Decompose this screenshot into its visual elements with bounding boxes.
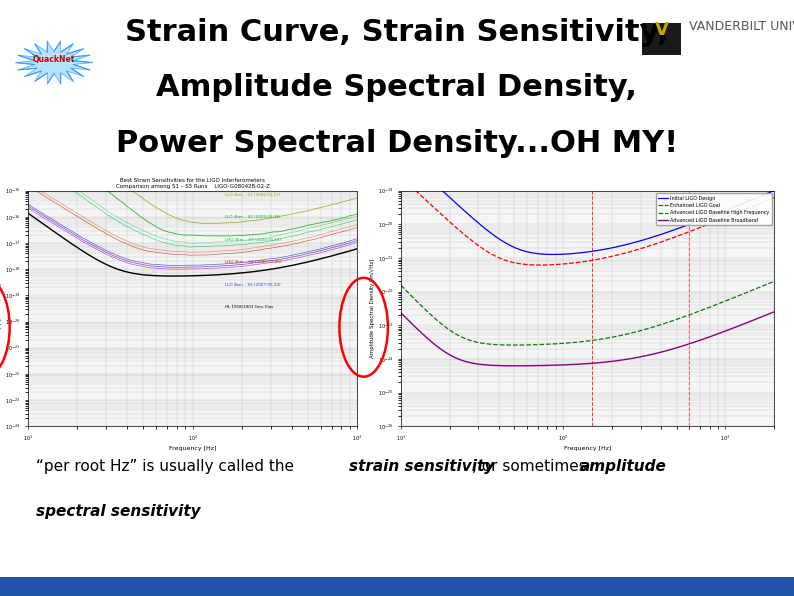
Advanced LIGO Baseline High Frequency bbox=[492, 341, 502, 348]
Text: LHO 4km – S4 (2005.07.05): LHO 4km – S4 (2005.07.05) bbox=[225, 260, 282, 264]
Advanced LIGO Baseline Broadband bbox=[396, 309, 406, 316]
Initial LIGO Design bbox=[396, 148, 406, 156]
Advanced LIGO Baseline High Frequency bbox=[617, 332, 626, 339]
Advanced LIGO Baseline Broadband bbox=[565, 361, 575, 368]
Enhanced LIGO Goal bbox=[396, 173, 406, 181]
Text: amplitude: amplitude bbox=[580, 459, 666, 474]
Initial LIGO Design bbox=[492, 234, 502, 241]
X-axis label: Frequency [Hz]: Frequency [Hz] bbox=[564, 446, 611, 451]
Title: Best Strain Sensitivities for the LIGO Interferometers
Comparison among S1 – S5 : Best Strain Sensitivities for the LIGO I… bbox=[116, 178, 269, 189]
Advanced LIGO Baseline High Frequency bbox=[769, 278, 779, 285]
Text: LHO 4km – S3 (2004.01.14): LHO 4km – S3 (2004.01.14) bbox=[225, 238, 282, 242]
Polygon shape bbox=[16, 42, 92, 83]
Advanced LIGO Baseline High Frequency bbox=[462, 336, 472, 343]
Advanced LIGO Baseline High Frequency bbox=[565, 339, 575, 346]
X-axis label: Frequency [Hz]: Frequency [Hz] bbox=[169, 446, 216, 451]
Initial LIGO Design bbox=[565, 250, 575, 257]
Line: Initial LIGO Design: Initial LIGO Design bbox=[401, 152, 774, 254]
Text: V: V bbox=[654, 21, 669, 39]
Text: LLO 4km – S1 (2002.01.17): LLO 4km – S1 (2002.01.17) bbox=[225, 193, 281, 197]
Enhanced LIGO Goal bbox=[646, 242, 656, 249]
Advanced LIGO Baseline Broadband bbox=[511, 362, 521, 370]
Initial LIGO Design bbox=[548, 251, 557, 258]
Y-axis label: Amplitude Spectral Density [m/√Hz]: Amplitude Spectral Density [m/√Hz] bbox=[369, 259, 376, 358]
Text: , or sometimes: , or sometimes bbox=[472, 459, 592, 474]
Bar bbox=[0, 577, 794, 596]
Enhanced LIGO Goal bbox=[535, 262, 545, 269]
Advanced LIGO Baseline Broadband bbox=[462, 358, 472, 365]
Text: LLO 4km – S2 (2003.03.11): LLO 4km – S2 (2003.03.11) bbox=[225, 215, 281, 219]
Text: VANDERBILT UNIVERSITY: VANDERBILT UNIVERSITY bbox=[689, 20, 794, 33]
Advanced LIGO Baseline High Frequency bbox=[678, 313, 688, 321]
Text: spectral sensitivity: spectral sensitivity bbox=[36, 504, 200, 519]
Text: strain sensitivity: strain sensitivity bbox=[349, 459, 495, 474]
Enhanced LIGO Goal bbox=[565, 260, 575, 267]
Advanced LIGO Baseline Broadband bbox=[678, 343, 688, 350]
Advanced LIGO Baseline High Frequency bbox=[509, 342, 518, 349]
Advanced LIGO Baseline Broadband bbox=[617, 356, 626, 364]
Line: Advanced LIGO Baseline Broadband: Advanced LIGO Baseline Broadband bbox=[401, 312, 774, 366]
Text: Strain Curve, Strain Sensitivity,: Strain Curve, Strain Sensitivity, bbox=[125, 18, 669, 47]
Enhanced LIGO Goal bbox=[769, 194, 779, 201]
Advanced LIGO Baseline High Frequency bbox=[646, 324, 656, 331]
Text: QuackNet: QuackNet bbox=[33, 55, 75, 64]
Enhanced LIGO Goal bbox=[617, 250, 626, 257]
Initial LIGO Design bbox=[678, 224, 688, 231]
Text: LLO 4km – S5 (2007.05.24): LLO 4km – S5 (2007.05.24) bbox=[225, 283, 281, 287]
Advanced LIGO Baseline Broadband bbox=[769, 308, 779, 315]
Text: Power Spectral Density...OH MY!: Power Spectral Density...OH MY! bbox=[116, 129, 678, 158]
Line: Enhanced LIGO Goal: Enhanced LIGO Goal bbox=[401, 177, 774, 265]
Text: “per root Hz” is usually called the: “per root Hz” is usually called the bbox=[36, 459, 299, 474]
Initial LIGO Design bbox=[617, 242, 626, 249]
Text: Amplitude Spectral Density,: Amplitude Spectral Density, bbox=[156, 73, 638, 103]
Initial LIGO Design bbox=[646, 234, 656, 241]
Initial LIGO Design bbox=[769, 187, 779, 194]
Enhanced LIGO Goal bbox=[678, 231, 688, 238]
Enhanced LIGO Goal bbox=[462, 233, 472, 240]
Advanced LIGO Baseline Broadband bbox=[492, 362, 502, 369]
FancyBboxPatch shape bbox=[642, 23, 681, 55]
Y-axis label: h(f) [strain/√Hz]: h(f) [strain/√Hz] bbox=[0, 284, 2, 333]
Advanced LIGO Baseline High Frequency bbox=[396, 282, 406, 289]
Line: Advanced LIGO Baseline High Frequency: Advanced LIGO Baseline High Frequency bbox=[401, 281, 774, 345]
Advanced LIGO Baseline Broadband bbox=[646, 351, 656, 358]
Legend: Initial LIGO Design, Enhanced LIGO Goal, Advanced LIGO Baseline High Frequency, : Initial LIGO Design, Enhanced LIGO Goal,… bbox=[656, 193, 772, 225]
Initial LIGO Design bbox=[462, 210, 472, 217]
Enhanced LIGO Goal bbox=[492, 253, 502, 260]
Text: HL 1918/1901 Geo. Ilias: HL 1918/1901 Geo. Ilias bbox=[225, 305, 274, 309]
